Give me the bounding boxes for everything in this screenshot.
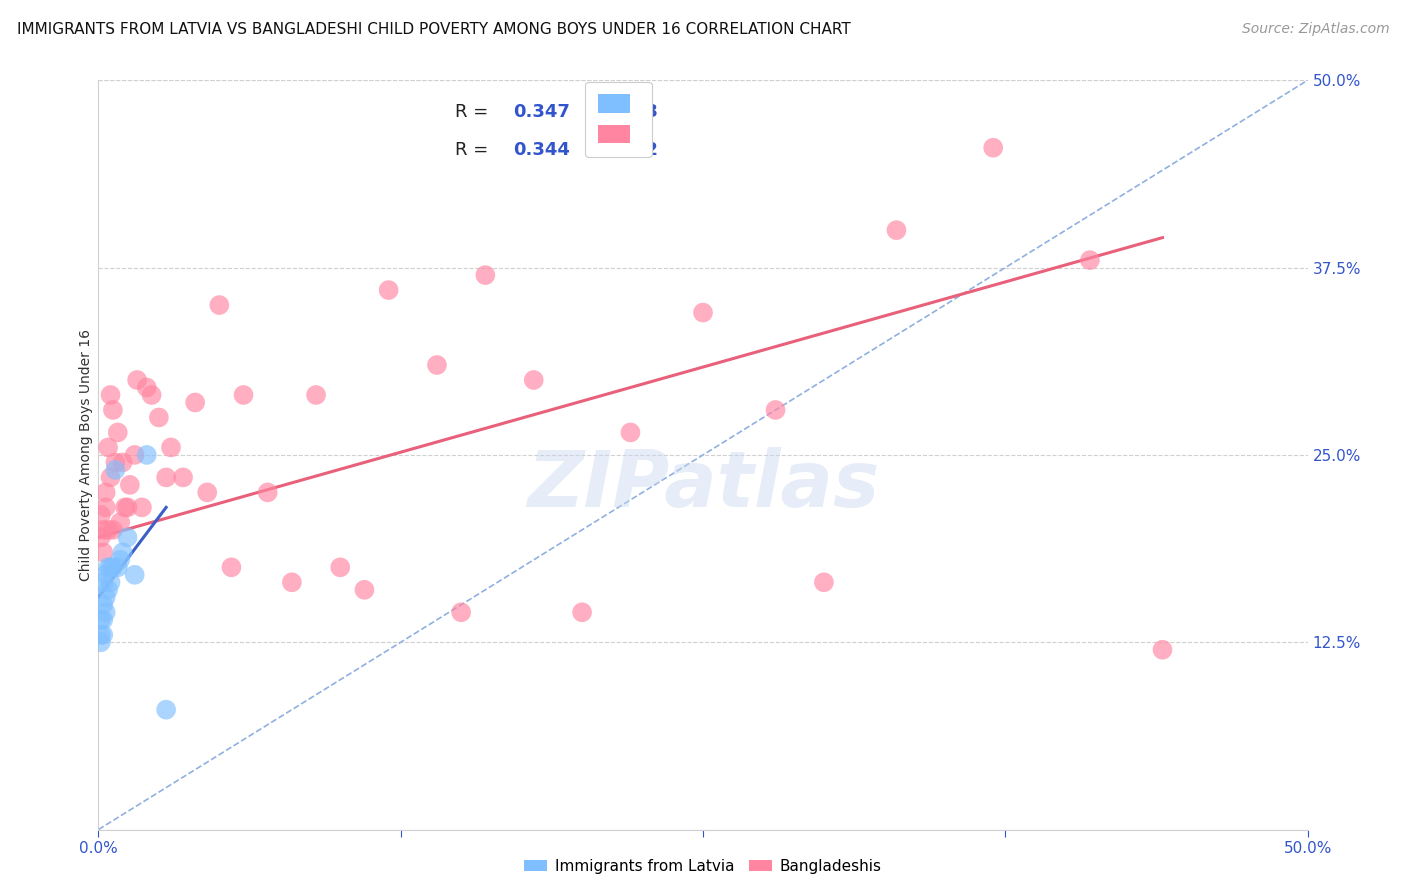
Point bbox=[94, 567, 117, 582]
Point bbox=[91, 545, 114, 559]
Point bbox=[281, 575, 304, 590]
Text: N =: N = bbox=[582, 103, 634, 120]
Point bbox=[135, 448, 157, 462]
Text: R =: R = bbox=[456, 103, 494, 120]
Text: 0.344: 0.344 bbox=[513, 141, 569, 159]
Text: N =: N = bbox=[582, 141, 634, 159]
Text: 52: 52 bbox=[634, 141, 659, 159]
Point bbox=[886, 223, 908, 237]
Point bbox=[1078, 253, 1101, 268]
Point bbox=[104, 455, 127, 469]
Point bbox=[117, 530, 139, 544]
Point bbox=[91, 598, 114, 612]
Point bbox=[107, 425, 129, 440]
Point bbox=[101, 560, 124, 574]
Point bbox=[91, 613, 114, 627]
Point bbox=[94, 485, 117, 500]
Point bbox=[155, 703, 177, 717]
Point bbox=[94, 605, 117, 619]
Point bbox=[474, 268, 496, 282]
Point bbox=[1152, 642, 1174, 657]
Point bbox=[692, 305, 714, 319]
Point bbox=[619, 425, 641, 440]
Point bbox=[329, 560, 352, 574]
Point bbox=[108, 516, 131, 530]
Point bbox=[100, 560, 122, 574]
Point bbox=[981, 141, 1004, 155]
Point bbox=[221, 560, 243, 574]
Point bbox=[91, 575, 114, 590]
Text: 23: 23 bbox=[634, 103, 659, 120]
Point bbox=[94, 591, 117, 605]
Point bbox=[91, 523, 114, 537]
Point bbox=[131, 500, 153, 515]
Point bbox=[813, 575, 835, 590]
Text: IMMIGRANTS FROM LATVIA VS BANGLADESHI CHILD POVERTY AMONG BOYS UNDER 16 CORRELAT: IMMIGRANTS FROM LATVIA VS BANGLADESHI CH… bbox=[17, 22, 851, 37]
Point bbox=[426, 358, 449, 372]
Point bbox=[90, 635, 112, 649]
Point bbox=[111, 545, 134, 559]
Point bbox=[571, 605, 593, 619]
Point bbox=[124, 448, 146, 462]
Point bbox=[160, 441, 183, 455]
Text: Source: ZipAtlas.com: Source: ZipAtlas.com bbox=[1241, 22, 1389, 37]
Point bbox=[90, 508, 112, 522]
Point bbox=[765, 403, 787, 417]
Legend: , : , bbox=[585, 82, 652, 157]
Point bbox=[256, 485, 278, 500]
Point bbox=[117, 500, 139, 515]
Point bbox=[450, 605, 472, 619]
Point bbox=[100, 388, 122, 402]
Legend: Immigrants from Latvia, Bangladeshis: Immigrants from Latvia, Bangladeshis bbox=[517, 853, 889, 880]
Point bbox=[90, 613, 112, 627]
Point bbox=[127, 373, 149, 387]
Point bbox=[195, 485, 218, 500]
Point bbox=[305, 388, 328, 402]
Point bbox=[101, 403, 124, 417]
Text: 0.347: 0.347 bbox=[513, 103, 569, 120]
Point bbox=[101, 523, 124, 537]
Point bbox=[94, 500, 117, 515]
Point bbox=[184, 395, 207, 409]
Point bbox=[353, 582, 375, 597]
Point bbox=[208, 298, 231, 312]
Text: R =: R = bbox=[456, 141, 494, 159]
Point bbox=[111, 455, 134, 469]
Point bbox=[523, 373, 546, 387]
Point bbox=[172, 470, 194, 484]
Point bbox=[100, 470, 122, 484]
Point bbox=[97, 441, 120, 455]
Text: ZIPatlas: ZIPatlas bbox=[527, 447, 879, 523]
Point bbox=[141, 388, 163, 402]
Point bbox=[114, 500, 136, 515]
Point bbox=[118, 478, 141, 492]
Point bbox=[90, 530, 112, 544]
Y-axis label: Child Poverty Among Boys Under 16: Child Poverty Among Boys Under 16 bbox=[79, 329, 93, 581]
Point bbox=[91, 628, 114, 642]
Point bbox=[148, 410, 170, 425]
Point bbox=[108, 553, 131, 567]
Point bbox=[97, 582, 120, 597]
Point bbox=[104, 463, 127, 477]
Point bbox=[97, 523, 120, 537]
Point bbox=[107, 560, 129, 574]
Point bbox=[97, 560, 120, 574]
Point bbox=[100, 575, 122, 590]
Point bbox=[155, 470, 177, 484]
Point bbox=[232, 388, 254, 402]
Point bbox=[124, 567, 146, 582]
Point bbox=[90, 628, 112, 642]
Point bbox=[135, 380, 157, 394]
Point bbox=[377, 283, 399, 297]
